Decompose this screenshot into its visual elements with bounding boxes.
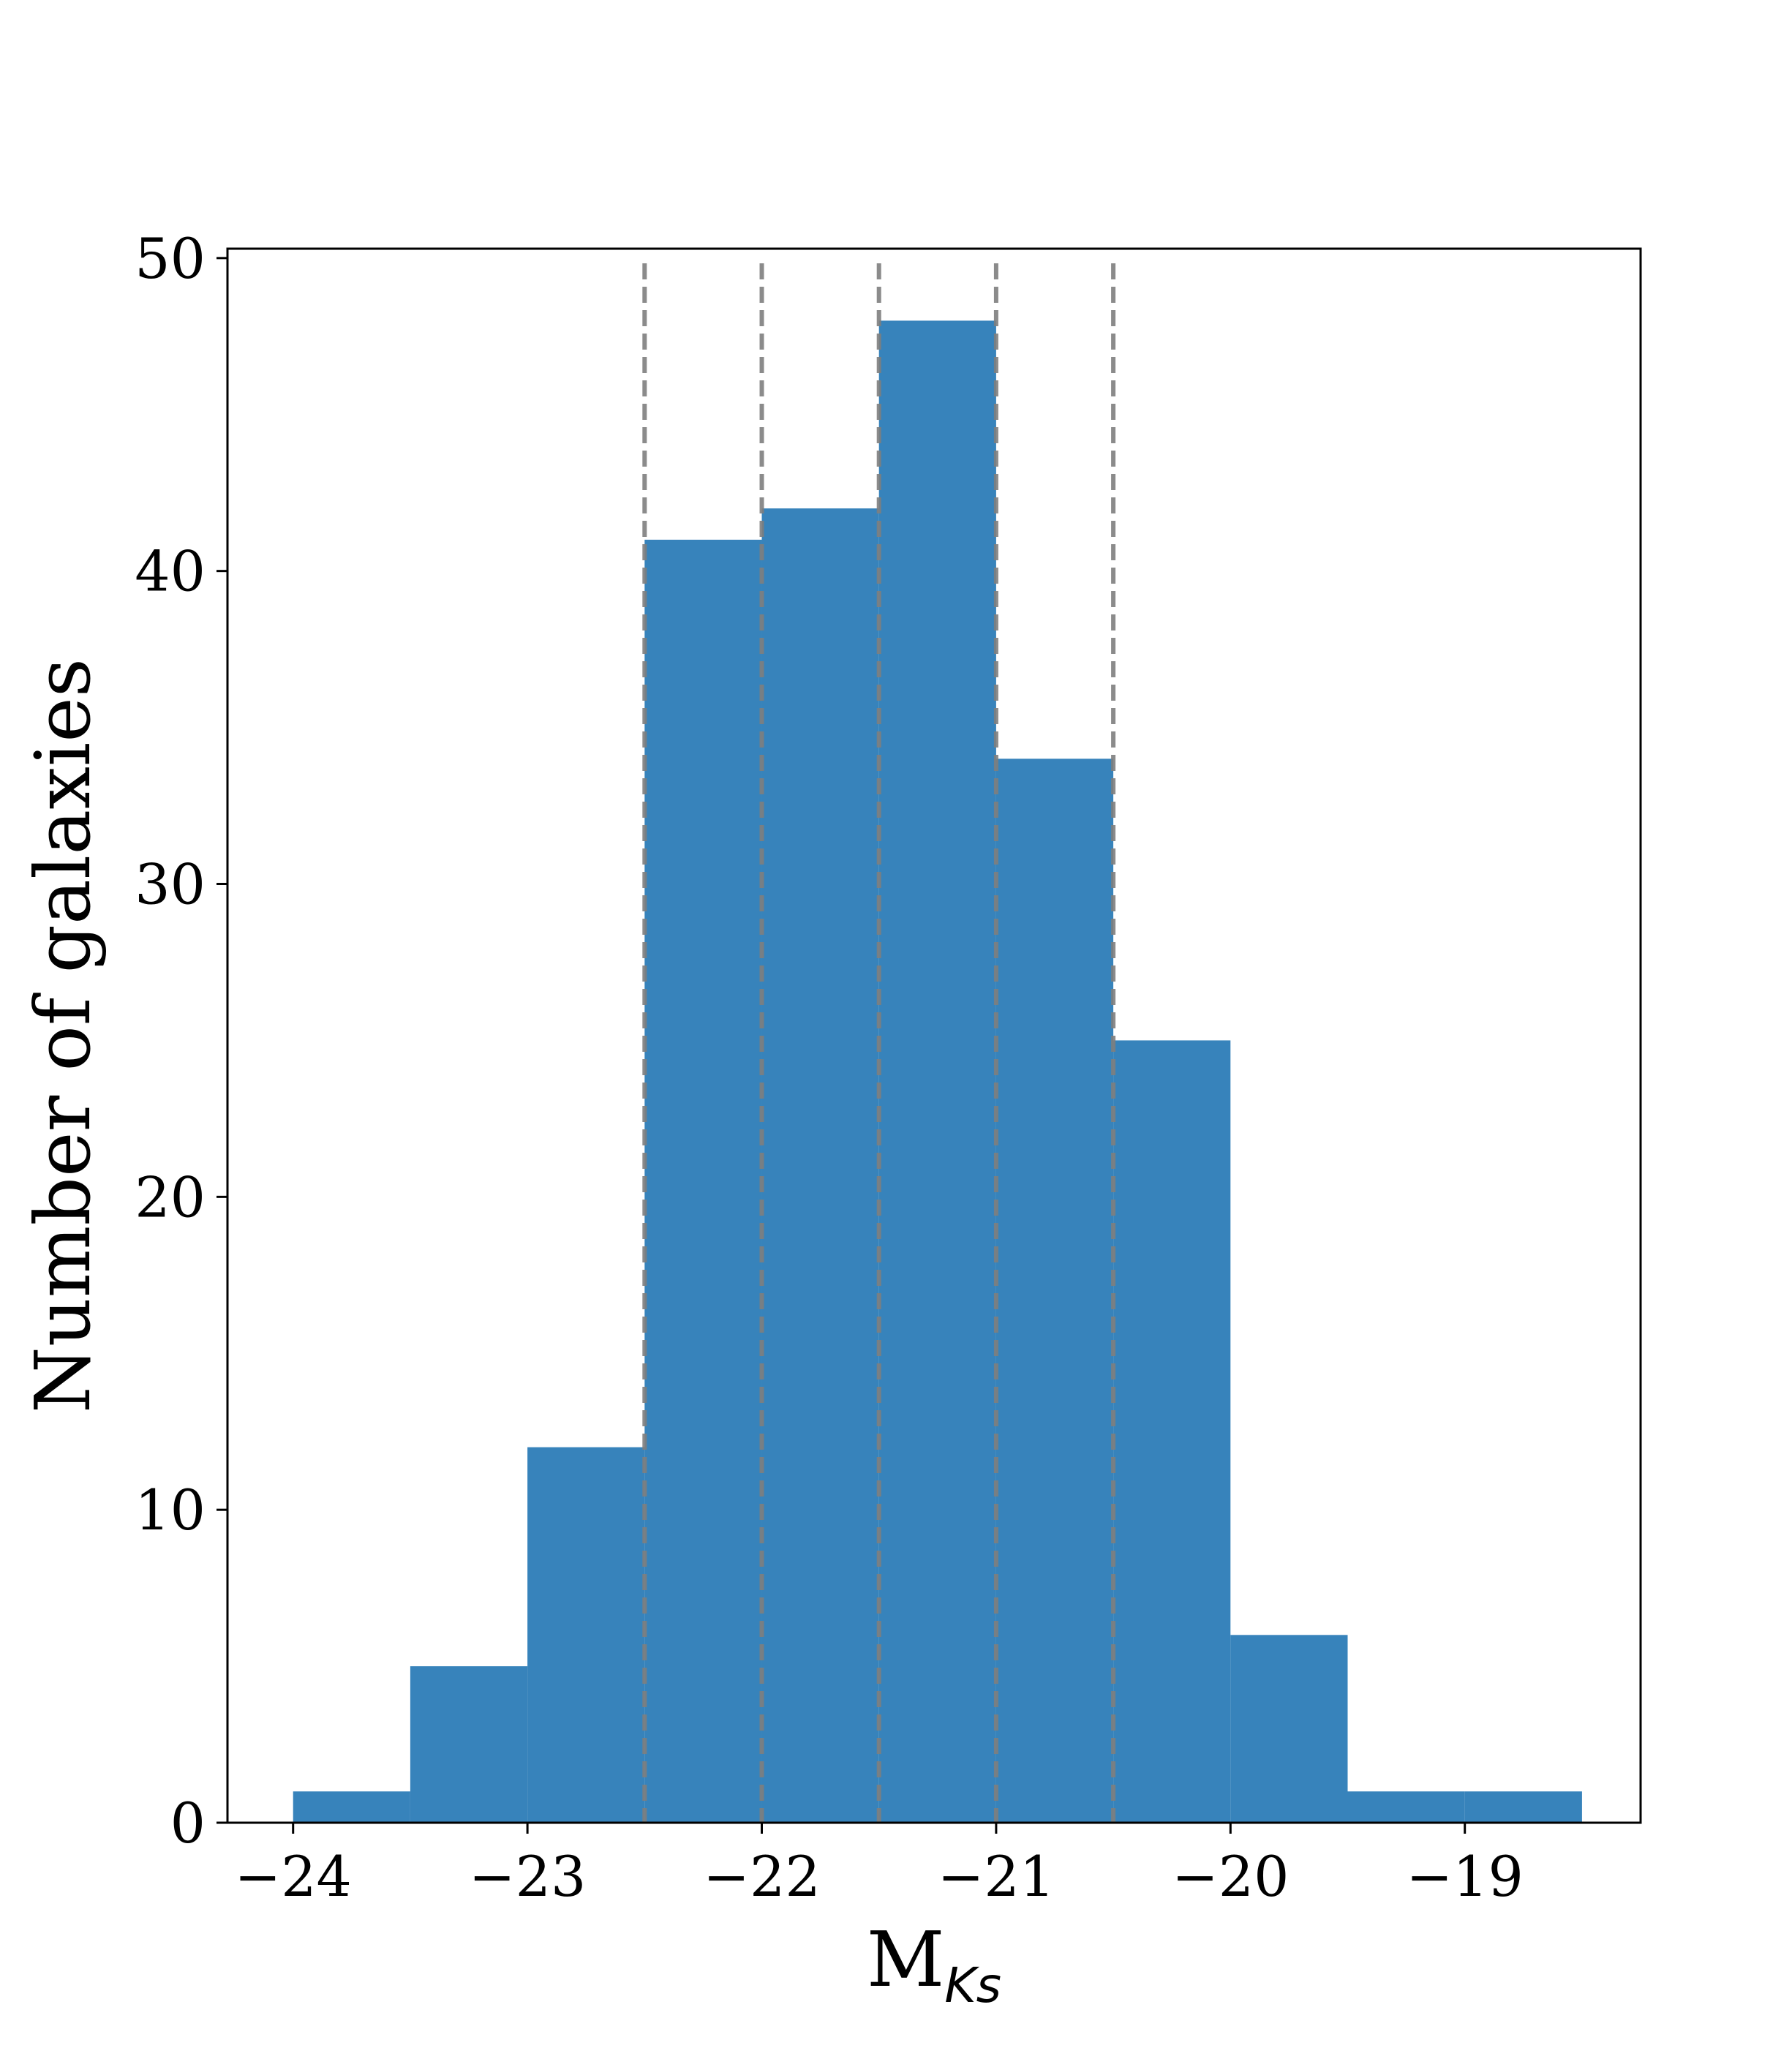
y-tick-label: 20: [135, 1164, 206, 1230]
x-tick-label: −23: [469, 1844, 586, 1909]
histogram-bar: [1464, 1791, 1582, 1823]
x-tick-label: −20: [1172, 1844, 1289, 1909]
histogram-bar: [1230, 1635, 1348, 1823]
x-tick-label: −22: [703, 1844, 820, 1909]
x-axis-title-main: M: [867, 1915, 945, 2004]
histogram-bar: [527, 1447, 645, 1823]
histogram-bar: [644, 539, 762, 1823]
x-axis-title: MKs: [867, 1915, 1001, 2014]
histogram-bar: [878, 320, 996, 1823]
histogram-bar: [293, 1791, 410, 1823]
histogram-bar: [1113, 1040, 1231, 1823]
histogram-bar: [410, 1666, 528, 1823]
x-tick-label: −24: [235, 1844, 352, 1909]
x-axis-title-subscript: Ks: [944, 1957, 1001, 2014]
plot-frame: [226, 247, 1642, 1824]
x-tick-label: −19: [1407, 1844, 1524, 1909]
y-tick-label: 50: [135, 226, 206, 291]
histogram-bar: [761, 508, 879, 1823]
y-axis-ticks: 0 10 20 30 40 50: [135, 226, 227, 1856]
reference-lines-layer: [642, 263, 1116, 1823]
y-tick-label: 40: [135, 539, 206, 604]
y-tick-label: 0: [170, 1791, 206, 1856]
histogram-bar: [995, 758, 1114, 1823]
bars-layer: [293, 320, 1582, 1823]
x-tick-label: −21: [938, 1844, 1055, 1909]
y-axis-title: Number of galaxies: [18, 658, 108, 1413]
histogram-bar: [1347, 1791, 1465, 1823]
y-tick-label: 30: [135, 852, 206, 917]
x-axis-ticks: −24 −23 −22 −21 −20 −19: [235, 1823, 1524, 1909]
y-tick-label: 10: [135, 1477, 206, 1543]
